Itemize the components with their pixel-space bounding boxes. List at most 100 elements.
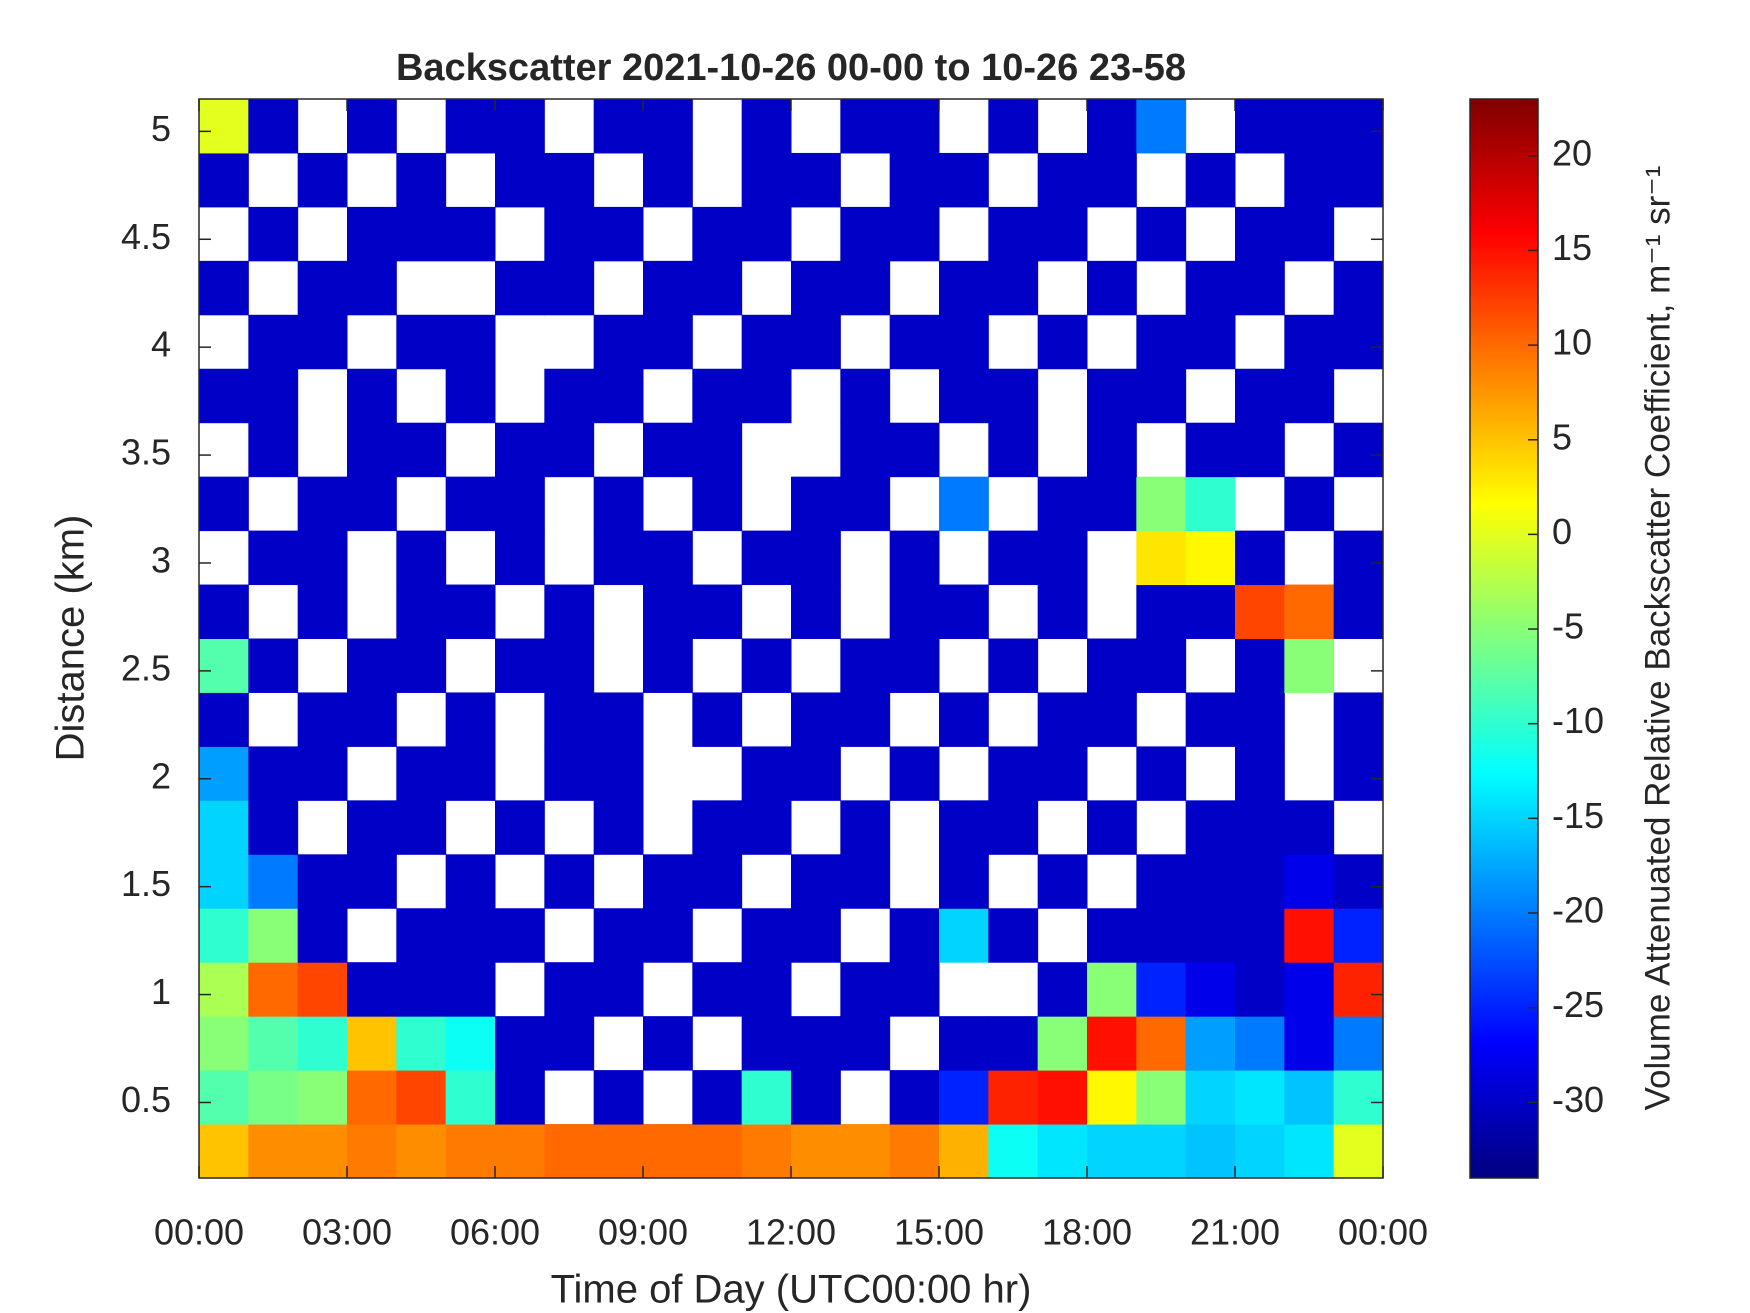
heatmap-cell <box>1037 530 1088 586</box>
heatmap-cell <box>347 638 397 693</box>
heatmap-cell <box>1037 314 1088 370</box>
heatmap-cell <box>396 962 447 1017</box>
heatmap-cell <box>840 1016 891 1071</box>
heatmap-cell <box>445 854 496 909</box>
heatmap-cell <box>692 422 743 478</box>
heatmap-cell <box>445 962 496 1017</box>
y-tick-label: 1.5 <box>121 863 171 904</box>
heatmap-cell <box>1087 1016 1137 1071</box>
heatmap-cell <box>1087 638 1137 693</box>
heatmap-cell <box>347 368 397 424</box>
heatmap-cell <box>495 99 545 154</box>
heatmap-cell <box>445 746 496 801</box>
heatmap-cell <box>939 1070 989 1125</box>
heatmap-cell <box>1136 746 1187 801</box>
heatmap-cell <box>297 260 348 316</box>
heatmap-cell <box>297 692 348 747</box>
heatmap-cell <box>199 1124 249 1179</box>
colorbar-tick-label: -25 <box>1552 984 1604 1025</box>
heatmap-cell <box>396 530 447 586</box>
heatmap-cell <box>396 800 447 855</box>
heatmap-cell <box>741 962 792 1017</box>
heatmap-cell <box>840 1124 891 1179</box>
y-tick-label: 3.5 <box>121 432 171 473</box>
heatmap-cell <box>1087 1124 1137 1179</box>
heatmap-cell <box>791 854 841 909</box>
heatmap-cell <box>643 530 693 586</box>
heatmap-cell <box>1037 692 1088 747</box>
heatmap-cell <box>791 584 841 639</box>
colorbar-tick-label: 20 <box>1552 132 1592 173</box>
heatmap-cell <box>1235 206 1285 262</box>
heatmap-cell <box>1087 476 1137 532</box>
x-tick-label: 00:00 <box>154 1212 244 1253</box>
heatmap-cell <box>544 206 595 262</box>
heatmap-cell <box>544 422 595 478</box>
heatmap-cell <box>643 908 693 963</box>
heatmap-cell <box>297 584 348 639</box>
heatmap-cell <box>791 476 841 532</box>
heatmap-cell <box>1087 692 1137 747</box>
heatmap-cell <box>347 692 397 747</box>
heatmap-cell <box>791 1124 841 1179</box>
heatmap-cell <box>347 1070 397 1125</box>
heatmap-cell <box>396 908 447 963</box>
heatmap-cell <box>1037 476 1088 532</box>
heatmap-cell <box>1185 422 1236 478</box>
heatmap-cell <box>297 1016 348 1071</box>
heatmap-cell <box>445 584 496 639</box>
heatmap-cell <box>939 314 989 370</box>
heatmap-cell <box>988 422 1039 478</box>
heatmap-cell <box>988 206 1039 262</box>
heatmap-cell <box>1185 800 1236 855</box>
heatmap-cell <box>988 368 1039 424</box>
heatmap-cell <box>889 962 940 1017</box>
heatmap-cell <box>544 152 595 208</box>
heatmap-cell <box>692 476 743 532</box>
x-axis-label: Time of Day (UTC00:00 hr) <box>551 1268 1032 1312</box>
heatmap-cell <box>593 368 644 424</box>
x-tick-label: 09:00 <box>598 1212 688 1253</box>
heatmap-cell <box>1185 692 1236 747</box>
colorbar-tick-label: -10 <box>1552 700 1604 741</box>
heatmap-cell <box>1136 476 1187 532</box>
heatmap-cell <box>1185 1070 1236 1125</box>
heatmap-cell <box>495 908 545 963</box>
heatmap-cell <box>1235 638 1285 693</box>
heatmap-cell <box>889 638 940 693</box>
heatmap-cell <box>1235 854 1285 909</box>
heatmap-cell <box>1136 854 1187 909</box>
heatmap-cell <box>1284 476 1335 532</box>
heatmap-cell <box>248 746 299 801</box>
heatmap-cell <box>199 476 249 532</box>
heatmap-cell <box>1284 368 1335 424</box>
heatmap-cell <box>1087 1070 1137 1125</box>
heatmap-cell <box>495 1016 545 1071</box>
heatmap-cell <box>1333 908 1384 963</box>
heatmap-cell <box>544 584 595 639</box>
heatmap-cell <box>1333 584 1384 639</box>
heatmap-cell <box>643 584 693 639</box>
y-axis-label: Distance (km) <box>49 515 93 762</box>
colorbar-tick-label: -5 <box>1552 606 1584 647</box>
heatmap-cell <box>840 800 891 855</box>
heatmap-cell <box>396 638 447 693</box>
heatmap-cell <box>1087 908 1137 963</box>
heatmap-cell <box>593 206 644 262</box>
heatmap-cell <box>692 800 743 855</box>
heatmap-cell <box>1235 99 1285 154</box>
heatmap-cell <box>1136 530 1187 586</box>
heatmap-cell <box>1136 1124 1187 1179</box>
heatmap-cell <box>939 854 989 909</box>
heatmap-cell <box>593 530 644 586</box>
heatmap-cell <box>741 152 792 208</box>
heatmap-cell <box>1235 368 1285 424</box>
heatmap-cell <box>1185 1016 1236 1071</box>
heatmap-cell <box>445 908 496 963</box>
heatmap-cell <box>1037 152 1088 208</box>
heatmap-cell <box>248 1124 299 1179</box>
heatmap-cell <box>396 746 447 801</box>
heatmap-cell <box>939 1016 989 1071</box>
heatmap-cell <box>889 152 940 208</box>
heatmap-cell <box>445 314 496 370</box>
